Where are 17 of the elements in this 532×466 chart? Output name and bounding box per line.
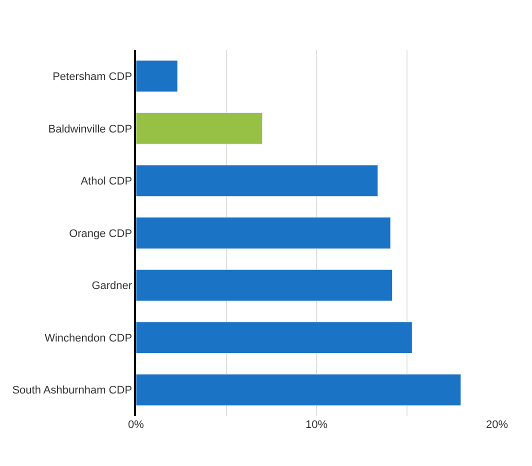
x-tick-label: 0% <box>128 419 144 431</box>
bar <box>136 164 378 197</box>
bar <box>136 374 462 406</box>
y-tick-label: South Ashburnham CDP <box>12 384 132 397</box>
y-tick-label: Winchendon CDP <box>44 332 132 344</box>
bar <box>136 217 391 249</box>
bar <box>136 60 178 92</box>
x-tick-label: 20% <box>486 419 508 431</box>
y-tick-label: Baldwinville CDP <box>48 123 132 136</box>
bar <box>136 112 263 144</box>
bar <box>136 322 412 354</box>
y-tick-label: Gardner <box>92 280 132 292</box>
y-tick-label: Athol CDP <box>80 176 132 188</box>
y-tick-label: Petersham CDP <box>52 70 132 83</box>
x-tick-label: 10% <box>305 419 328 431</box>
y-tick-label: Orange CDP <box>69 228 132 240</box>
bar <box>136 269 393 302</box>
